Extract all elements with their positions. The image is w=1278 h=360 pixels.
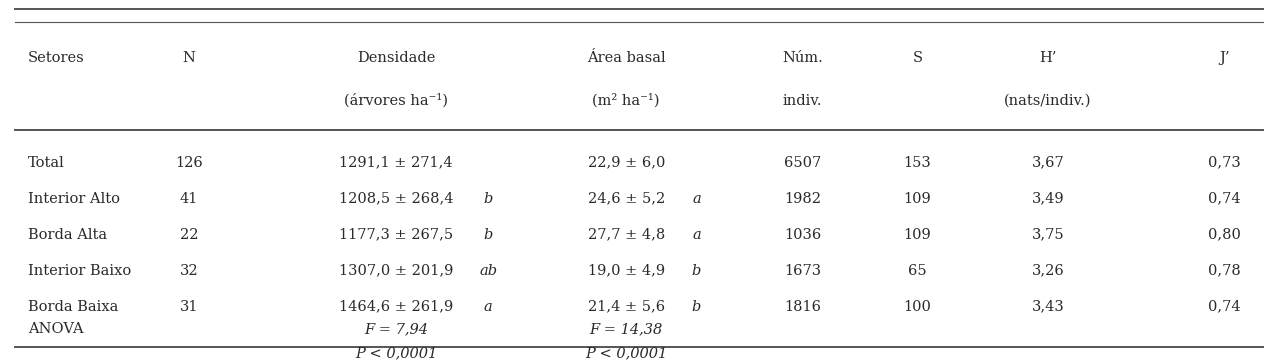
Text: ab: ab [479,264,497,278]
Text: 0,78: 0,78 [1208,264,1241,278]
Text: Total: Total [28,156,65,170]
Text: 22,9 ± 6,0: 22,9 ± 6,0 [588,156,665,170]
Text: b: b [483,228,493,242]
Text: 1036: 1036 [783,228,822,242]
Text: (m² ha⁻¹): (m² ha⁻¹) [593,94,659,108]
Text: 3,67: 3,67 [1031,156,1065,170]
Text: 21,4 ± 5,6: 21,4 ± 5,6 [588,300,665,314]
Text: P < 0,0001: P < 0,0001 [355,347,437,360]
Text: 3,49: 3,49 [1031,192,1065,206]
Text: 19,0 ± 4,9: 19,0 ± 4,9 [588,264,665,278]
Text: 1464,6 ± 261,9: 1464,6 ± 261,9 [339,300,454,314]
Text: 0,73: 0,73 [1208,156,1241,170]
Text: (árvores ha⁻¹): (árvores ha⁻¹) [344,94,449,108]
Text: 109: 109 [904,228,932,242]
Text: Densidade: Densidade [357,51,436,64]
Text: 1982: 1982 [785,192,820,206]
Text: 1673: 1673 [783,264,822,278]
Text: 41: 41 [180,192,198,206]
Text: (nats/indiv.): (nats/indiv.) [1005,94,1091,108]
Text: b: b [691,264,702,278]
Text: 31: 31 [180,300,198,314]
Text: 32: 32 [180,264,198,278]
Text: 109: 109 [904,192,932,206]
Text: H’: H’ [1039,51,1057,64]
Text: 0,74: 0,74 [1208,300,1241,314]
Text: 3,75: 3,75 [1031,228,1065,242]
Text: 1816: 1816 [785,300,820,314]
Text: 1307,0 ± 201,9: 1307,0 ± 201,9 [339,264,454,278]
Text: N: N [183,51,196,64]
Text: Setores: Setores [28,51,84,64]
Text: b: b [691,300,702,314]
Text: Interior Baixo: Interior Baixo [28,264,132,278]
Text: F = 14,38: F = 14,38 [589,323,663,336]
Text: indiv.: indiv. [783,94,822,108]
Text: ANOVA: ANOVA [28,323,84,336]
Text: b: b [483,192,493,206]
Text: 0,74: 0,74 [1208,192,1241,206]
Text: 3,26: 3,26 [1031,264,1065,278]
Text: P < 0,0001: P < 0,0001 [585,347,667,360]
Text: 6507: 6507 [783,156,822,170]
Text: 0,80: 0,80 [1208,228,1241,242]
Text: 1177,3 ± 267,5: 1177,3 ± 267,5 [339,228,454,242]
Text: a: a [693,192,700,206]
Text: Área basal: Área basal [587,51,666,64]
Text: Núm.: Núm. [782,51,823,64]
Text: S: S [912,51,923,64]
Text: Borda Baixa: Borda Baixa [28,300,119,314]
Text: F = 7,94: F = 7,94 [364,323,428,336]
Text: Borda Alta: Borda Alta [28,228,107,242]
Text: 100: 100 [904,300,932,314]
Text: a: a [693,228,700,242]
Text: 153: 153 [904,156,932,170]
Text: J’: J’ [1219,51,1229,64]
Text: Interior Alto: Interior Alto [28,192,120,206]
Text: a: a [484,300,492,314]
Text: 24,6 ± 5,2: 24,6 ± 5,2 [588,192,665,206]
Text: 1208,5 ± 268,4: 1208,5 ± 268,4 [339,192,454,206]
Text: 65: 65 [909,264,927,278]
Text: 27,7 ± 4,8: 27,7 ± 4,8 [588,228,665,242]
Text: 3,43: 3,43 [1031,300,1065,314]
Text: 22: 22 [180,228,198,242]
Text: 1291,1 ± 271,4: 1291,1 ± 271,4 [340,156,452,170]
Text: 126: 126 [175,156,203,170]
